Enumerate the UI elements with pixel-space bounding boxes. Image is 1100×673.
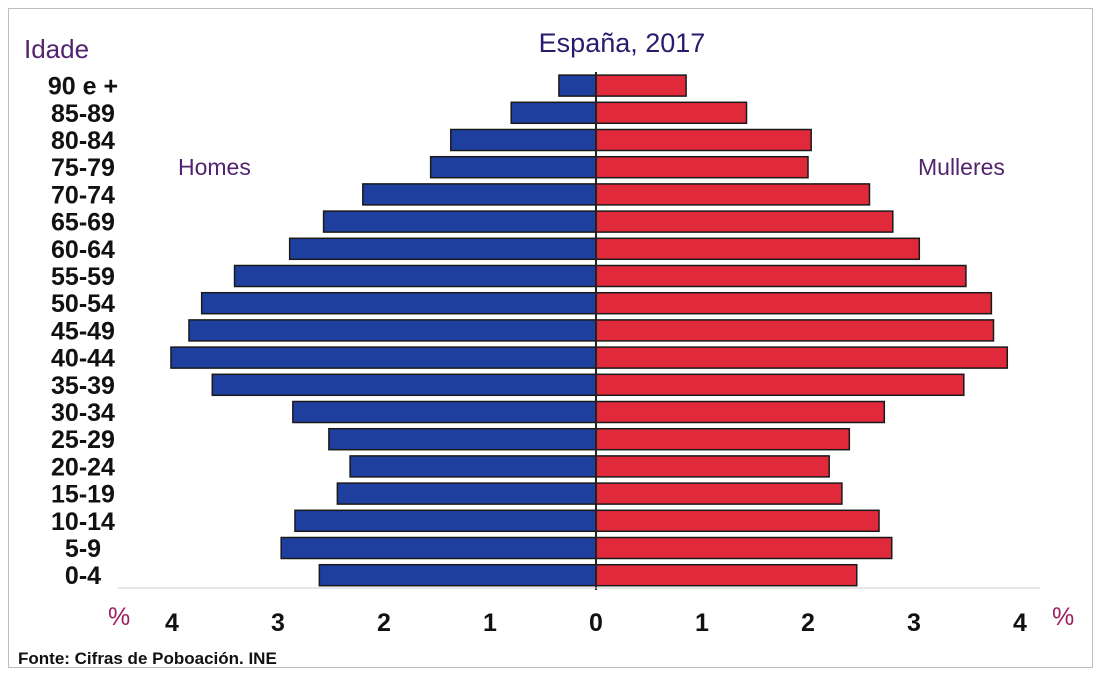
bar-mulleres-16 [595,509,880,533]
bar-homes-3 [429,155,597,179]
bar-mulleres-10 [595,346,1009,369]
bar-mulleres-11 [595,373,965,397]
x-tick-8: 4 [1013,609,1027,637]
x-tick-3: 1 [483,609,497,637]
bar-mulleres-14 [595,455,830,478]
bar-homes-2 [450,128,597,152]
age-label-7: 55-59 [51,263,115,291]
bar-mulleres-2 [595,128,812,152]
bar-mulleres-15 [595,482,843,505]
x-tick-2: 2 [377,609,391,637]
age-label-13: 25-29 [51,426,115,454]
bar-mulleres-7 [595,264,967,288]
age-label-6: 60-64 [51,236,115,264]
bar-homes-17 [280,536,597,560]
bar-mulleres-6 [595,237,921,261]
bar-homes-14 [349,455,597,478]
age-label-11: 35-39 [51,372,115,400]
series-label-mulleres: Mulleres [918,154,1005,180]
age-label-0: 90 e + [48,73,118,101]
age-label-3: 75-79 [51,154,115,182]
chart-title: España, 2017 [539,28,706,58]
age-label-18: 0-4 [65,562,101,590]
bar-homes-6 [288,237,597,261]
bar-mulleres-1 [595,101,748,125]
bar-homes-16 [294,509,597,533]
x-tick-5: 1 [695,609,709,637]
series-label-homes: Homes [178,154,251,180]
bar-mulleres-18 [595,563,858,587]
bar-homes-18 [318,563,597,587]
x-ticks-group: 4 3 2 1 0 1 2 3 4 [165,609,1027,637]
bar-mulleres-5 [595,210,894,233]
bar-mulleres-9 [595,319,995,342]
bar-homes-12 [292,400,597,424]
bar-mulleres-4 [595,183,871,206]
bar-homes-7 [233,264,597,288]
age-label-14: 20-24 [51,453,115,481]
source-note: Fonte: Cifras de Poboación. INE [18,649,277,668]
age-label-9: 45-49 [51,317,115,345]
bar-homes-5 [322,210,597,233]
age-label-1: 85-89 [51,100,115,128]
x-unit-right: % [1052,603,1074,631]
bar-homes-15 [336,482,597,505]
age-label-8: 50-54 [51,290,115,318]
x-tick-6: 2 [801,609,815,637]
age-label-2: 80-84 [51,127,115,155]
bar-mulleres-8 [595,291,993,315]
bar-homes-11 [211,373,597,397]
x-tick-1: 3 [271,609,285,637]
age-label-15: 15-19 [51,481,115,509]
x-tick-7: 3 [907,609,921,637]
x-unit-left: % [108,603,130,631]
bar-mulleres-3 [595,155,809,179]
bar-mulleres-17 [595,536,893,560]
age-label-5: 65-69 [51,209,115,237]
bar-homes-4 [362,183,597,206]
bar-mulleres-13 [595,427,851,451]
age-label-4: 70-74 [51,181,115,209]
bars-group [170,74,1009,587]
bar-homes-0 [558,74,597,97]
bar-homes-8 [200,291,597,315]
age-label-16: 10-14 [51,508,115,536]
age-labels-group: 90 e +85-8980-8475-7970-7465-6960-6455-5… [48,73,118,591]
age-label-17: 5-9 [65,535,101,563]
bar-homes-9 [188,319,597,342]
bar-homes-1 [510,101,597,125]
x-tick-4: 0 [589,609,603,637]
bar-homes-10 [170,346,597,369]
bar-homes-13 [328,427,597,451]
x-tick-0: 4 [165,609,179,637]
y-axis-title: Idade [24,34,89,64]
age-label-12: 30-34 [51,399,115,427]
bar-mulleres-0 [595,74,687,97]
bar-mulleres-12 [595,400,886,424]
chart-frame [8,8,1093,668]
age-label-10: 40-44 [51,345,115,373]
